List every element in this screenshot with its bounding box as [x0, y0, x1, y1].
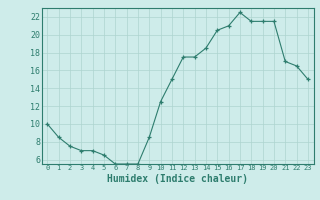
X-axis label: Humidex (Indice chaleur): Humidex (Indice chaleur)	[107, 174, 248, 184]
